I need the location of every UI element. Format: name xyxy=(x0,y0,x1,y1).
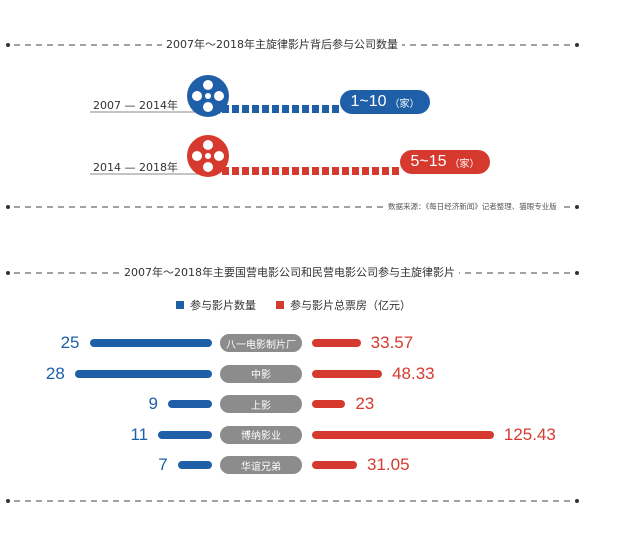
count-value-label: 7 xyxy=(158,455,168,474)
film-strip-blue xyxy=(222,105,342,113)
count-bar xyxy=(158,430,212,439)
legend-label-boxoffice: 参与影片总票房（亿元） xyxy=(290,299,411,312)
period-label-2: 2014 — 2018年 xyxy=(93,161,178,174)
legend-boxoffice: 参与影片总票房（亿元） xyxy=(276,297,411,313)
company-label: 中影 xyxy=(220,364,302,383)
section1-title: 2007年～2018年主旋律影片背后参与公司数量 xyxy=(162,38,402,52)
company-label: 博纳影业 xyxy=(220,425,302,444)
boxoffice-value-label: 23 xyxy=(355,394,375,413)
boxoffice-bar xyxy=(312,369,383,378)
count-pill-2014-2018: 5~15 （家） xyxy=(400,150,490,174)
boxoffice-bar xyxy=(312,400,346,408)
film-strip-red xyxy=(222,167,402,175)
legend-count: 参与影片数量 xyxy=(176,297,256,313)
count-bar xyxy=(74,369,212,378)
company-label: 上影 xyxy=(220,395,302,413)
film-reel-icon-blue xyxy=(187,75,229,117)
data-source: 数据来源：《每日经济新闻》记者整理、猫眼专业版 xyxy=(385,201,560,213)
film-reel-icon-red xyxy=(187,135,229,177)
count-unit-2: （家） xyxy=(449,158,480,170)
legend-swatch-blue xyxy=(176,301,184,309)
count-range-2: 5~15 xyxy=(410,153,447,170)
period-label-1: 2007 — 2014年 xyxy=(93,99,178,112)
count-pill-2007-2014: 1~10 （家） xyxy=(340,90,430,114)
legend-swatch-red xyxy=(276,301,284,309)
boxoffice-value-label: 125.43 xyxy=(503,424,556,444)
boxoffice-value-label: 31.05 xyxy=(367,455,410,474)
boxoffice-bar xyxy=(312,461,358,469)
legend-label-count: 参与影片数量 xyxy=(190,299,256,312)
count-bar xyxy=(167,400,212,408)
count-range-1: 1~10 xyxy=(350,93,387,110)
company-label: 八一电影制片厂 xyxy=(220,334,302,352)
period-underline-1 xyxy=(90,111,198,113)
boxoffice-value-label: 48.33 xyxy=(392,363,435,383)
boxoffice-bar xyxy=(312,430,494,439)
section2-divider-bottom xyxy=(6,499,579,503)
count-unit-1: （家） xyxy=(389,98,420,110)
section2-title: 2007年～2018年主要国营电影公司和民营电影公司参与主旋律影片 xyxy=(120,266,459,280)
count-bar xyxy=(89,339,212,347)
count-bar xyxy=(177,461,212,469)
count-value-label: 11 xyxy=(130,424,149,444)
count-value-label: 25 xyxy=(60,333,80,352)
boxoffice-bar xyxy=(312,339,361,347)
count-value-label: 28 xyxy=(45,363,65,383)
boxoffice-value-label: 33.57 xyxy=(370,333,414,352)
company-label: 华谊兄弟 xyxy=(220,456,302,474)
count-value-label: 9 xyxy=(148,394,158,413)
period-underline-2 xyxy=(90,173,198,175)
